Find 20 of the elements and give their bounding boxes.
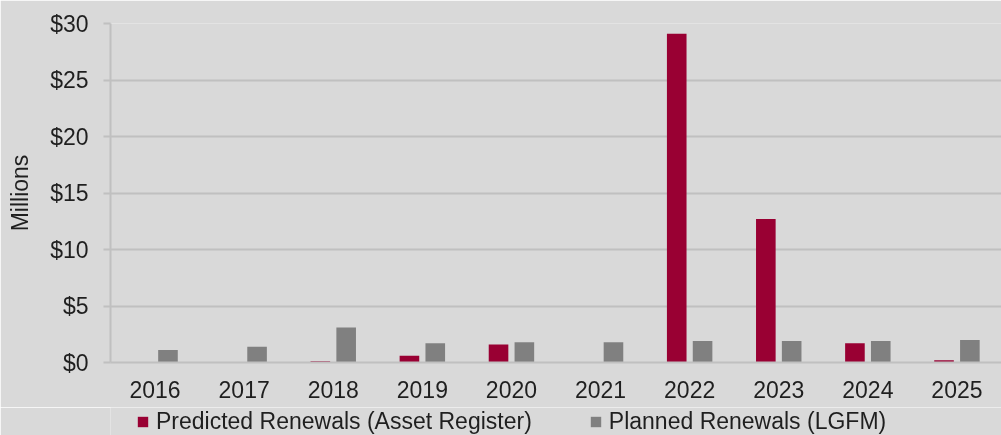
y-axis-title: Millions (7, 154, 34, 232)
x-tick-label: 2021 (574, 376, 627, 403)
x-tick-label: 2020 (485, 376, 538, 403)
legend-label: Predicted Renewals (Asset Register) (156, 408, 532, 435)
x-tick-label: 2016 (129, 376, 181, 403)
x-tick-label: 2018 (307, 376, 359, 403)
y-tick-label: $15 (50, 180, 89, 206)
y-tick-label: $20 (50, 123, 89, 150)
x-tick-label: 2019 (396, 376, 448, 403)
y-tick-label: $10 (50, 236, 89, 263)
y-tick-label: $0 (62, 349, 89, 376)
x-tick-label: 2022 (664, 376, 716, 403)
x-tick-label: 2024 (842, 376, 894, 403)
x-tick-label: 2023 (753, 376, 805, 403)
y-tick-label: $30 (50, 10, 89, 37)
legend-label: Planned Renewals (LGFM) (608, 408, 887, 435)
y-tick-label: $25 (50, 67, 89, 93)
x-tick-label: 2025 (931, 376, 983, 403)
x-tick-label: 2017 (218, 376, 270, 403)
y-tick-label: $5 (62, 293, 89, 319)
